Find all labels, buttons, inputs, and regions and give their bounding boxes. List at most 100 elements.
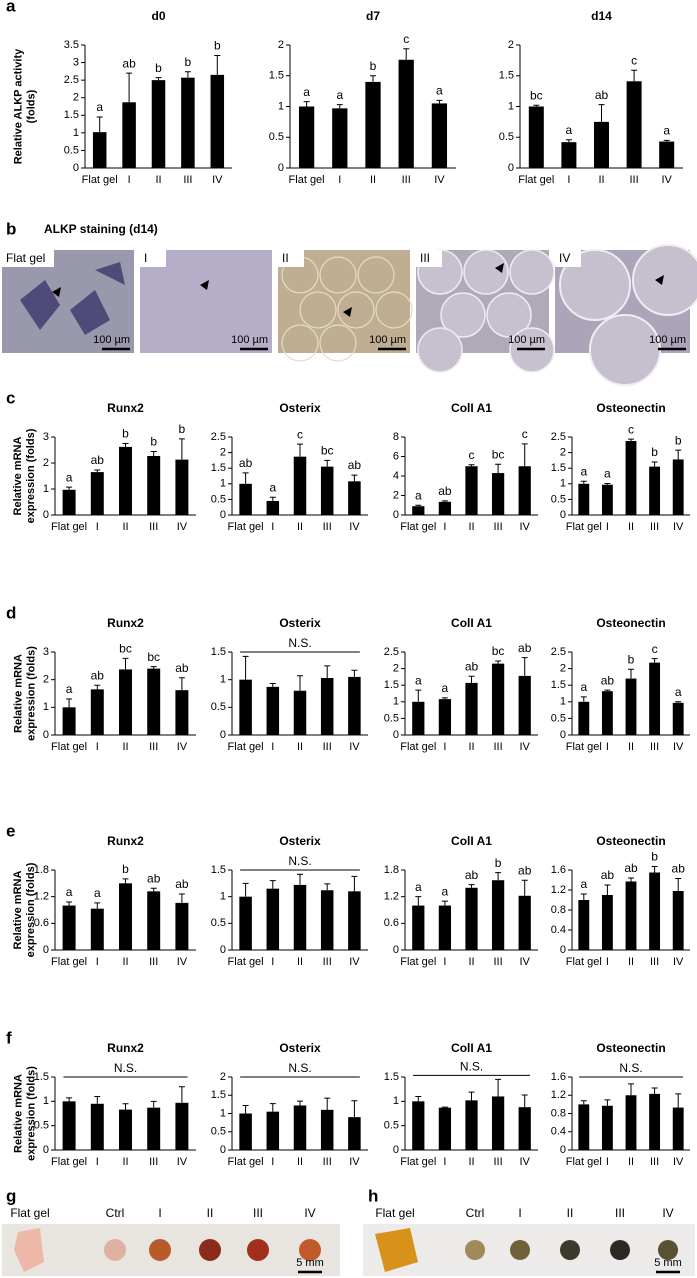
y-tick-label: 1 xyxy=(220,891,226,903)
y-tick-label: 0.8 xyxy=(551,1107,566,1119)
x-tick-label: Flat gel xyxy=(228,741,264,753)
x-tick-label: IV xyxy=(177,956,188,968)
bar xyxy=(601,484,613,515)
significance-label: b xyxy=(651,850,658,864)
y-tick-label: 3 xyxy=(43,431,49,443)
error-bar xyxy=(150,1100,157,1108)
bar xyxy=(491,880,505,950)
photo-label: IV xyxy=(304,1206,315,1220)
x-tick-label: I xyxy=(96,1156,99,1168)
bar xyxy=(518,675,531,735)
x-tick-label: IV xyxy=(673,956,684,968)
y-tick-label: 0.5 xyxy=(384,1120,399,1132)
chart-title: ColI A1 xyxy=(451,834,492,848)
y-tick-label: 0.5 xyxy=(211,493,226,505)
y-tick-label: 0 xyxy=(560,944,566,956)
y-tick-label: 0 xyxy=(220,944,226,956)
significance-label: bc xyxy=(119,642,132,656)
x-tick-label: IV xyxy=(673,741,684,753)
significance-label: b xyxy=(495,856,502,870)
significance-label: b xyxy=(214,39,221,53)
y-tick-label: 2 xyxy=(560,663,566,675)
bar xyxy=(625,881,637,950)
significance-label: c xyxy=(628,422,634,436)
bar xyxy=(90,908,104,950)
significance-label: bc xyxy=(492,447,505,461)
chart-title: Osteonectin xyxy=(596,1041,665,1055)
error-bar xyxy=(415,689,422,702)
y-tick-label: 1.5 xyxy=(34,1071,49,1083)
bar xyxy=(119,1109,132,1150)
image-label: I xyxy=(144,251,147,265)
flat-gel xyxy=(14,1228,44,1272)
photo-label: Flat gel xyxy=(10,1206,49,1220)
bar xyxy=(398,59,414,169)
chart-title: Osteonectin xyxy=(596,834,665,848)
x-tick-label: Flat gel xyxy=(51,956,87,968)
x-tick-label: IV xyxy=(519,521,530,533)
y-tick-label: 0 xyxy=(220,729,226,741)
error-bar xyxy=(122,878,129,884)
x-tick-label: Flat gel xyxy=(82,174,118,186)
y-tick-label: 1.6 xyxy=(551,1071,566,1083)
x-tick-label: IV xyxy=(349,1156,360,1168)
y-tick-label: 0 xyxy=(220,1144,226,1156)
significance-label: b xyxy=(628,652,635,666)
y-tick-label: 0 xyxy=(393,729,399,741)
bar xyxy=(578,900,590,950)
x-tick-label: I xyxy=(443,521,446,533)
x-tick-label: IV xyxy=(349,521,360,533)
scaffolds xyxy=(104,1239,321,1261)
y-tick-label: 1 xyxy=(220,478,226,490)
scaffolds xyxy=(465,1240,678,1260)
error-bar xyxy=(242,472,249,484)
bar xyxy=(90,689,104,735)
significance-label: ab xyxy=(465,659,479,673)
error-bar xyxy=(94,902,101,909)
error-bar xyxy=(178,1086,185,1103)
error-bar xyxy=(297,443,303,457)
photo-label: Ctrl xyxy=(106,1206,125,1220)
panel-letter: c xyxy=(6,388,15,407)
label-box xyxy=(555,250,581,267)
significance-label: c xyxy=(297,427,303,441)
bar xyxy=(465,887,478,950)
x-tick-label: Flat gel xyxy=(566,1156,602,1168)
bar xyxy=(239,896,252,950)
significance-label: a xyxy=(66,682,73,696)
y-tick-label: 0.5 xyxy=(34,1120,49,1132)
bar xyxy=(348,891,361,950)
bar xyxy=(412,506,425,515)
bar xyxy=(625,678,637,735)
bar xyxy=(412,701,425,735)
error-bar xyxy=(324,665,331,679)
bar xyxy=(320,466,334,515)
x-tick-label: I xyxy=(338,174,341,186)
photo-label: II xyxy=(207,1206,214,1220)
significance-label: a xyxy=(580,680,587,694)
bar xyxy=(672,1107,684,1150)
bar xyxy=(491,473,505,515)
x-tick-label: III xyxy=(149,521,158,533)
x-tick-label: III xyxy=(494,956,503,968)
y-tick-label: 0 xyxy=(560,1144,566,1156)
photo-label: IV xyxy=(662,1206,673,1220)
x-tick-label: III xyxy=(149,956,158,968)
error-bar xyxy=(628,668,634,679)
significance-label: b xyxy=(370,59,377,73)
y-tick-label: 4 xyxy=(393,470,399,482)
bar xyxy=(293,456,307,515)
bar xyxy=(147,668,161,735)
x-tick-label: I xyxy=(606,521,609,533)
chart-title: d14 xyxy=(591,9,612,23)
y-tick-label: 2.5 xyxy=(551,646,566,658)
y-tick-label: 0.5 xyxy=(551,712,566,724)
bar xyxy=(181,77,195,168)
bar xyxy=(578,701,590,735)
x-tick-label: I xyxy=(443,741,446,753)
bar xyxy=(601,691,613,735)
significance-label: a xyxy=(415,488,422,502)
y-tick-label: 0.4 xyxy=(551,1126,566,1138)
x-tick-label: II xyxy=(628,956,634,968)
bar xyxy=(365,81,381,168)
